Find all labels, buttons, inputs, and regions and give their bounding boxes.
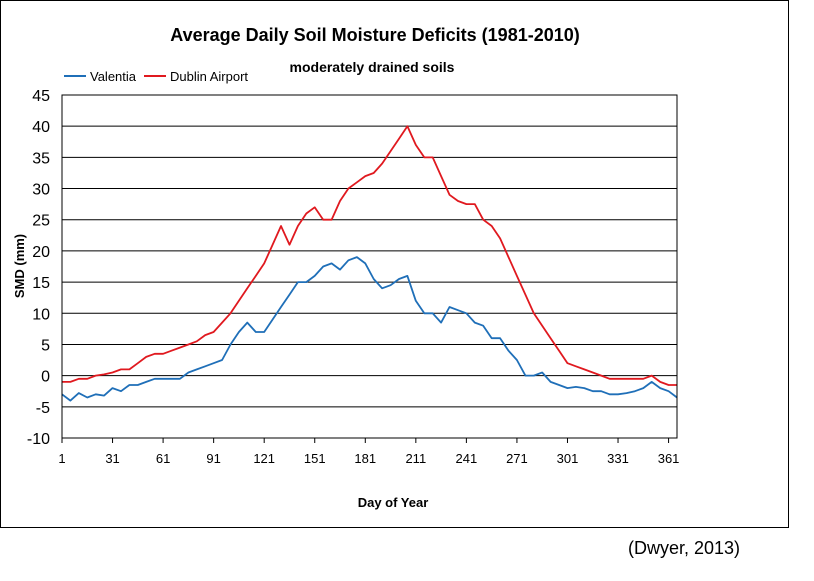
x-tick-label: 301 (557, 451, 579, 466)
legend-label: Dublin Airport (170, 69, 248, 84)
y-tick-label: 10 (32, 306, 50, 323)
x-axis-label: Day of Year (358, 495, 429, 510)
x-tick-label: 121 (253, 451, 275, 466)
series-line-valentia (61, 256, 678, 402)
x-tick-label: 241 (456, 451, 478, 466)
x-tick-label: 211 (405, 451, 426, 466)
series-line-dublin-airport (62, 125, 677, 386)
y-tick-label: 5 (41, 337, 50, 354)
chart-frame (0, 0, 789, 528)
chart-title: Average Daily Soil Moisture Deficits (19… (170, 25, 580, 45)
y-tick-label: -10 (27, 431, 50, 448)
x-tick-label: 181 (354, 451, 376, 466)
y-tick-label: 30 (32, 182, 50, 199)
x-axis-ticks: 1 31 61 91 121 151 181 211 241 271 301 331 361 (58, 438, 679, 466)
x-tick-label: 271 (506, 451, 528, 466)
y-axis-ticks: -10 -5 0 5 10 15 20 25 30 35 40 45 (27, 88, 50, 448)
chart-subtitle: moderately drained soils (290, 59, 455, 75)
x-tick-label: 151 (304, 451, 326, 466)
citation: (Dwyer, 2013) (628, 538, 741, 558)
legend-label: Valentia (90, 69, 137, 84)
y-tick-label: -5 (36, 400, 50, 417)
legend: Valentia Dublin Airport (64, 69, 248, 84)
x-tick-label: 331 (607, 451, 629, 466)
y-tick-label: 45 (32, 88, 50, 105)
y-axis-label: SMD (mm) (12, 234, 27, 298)
y-tick-label: 35 (32, 150, 50, 167)
y-tick-label: 20 (32, 244, 50, 261)
x-tick-label: 361 (658, 451, 680, 466)
series-lines (61, 125, 678, 402)
grid-lines (62, 94, 677, 439)
x-tick-label: 61 (156, 451, 170, 466)
y-tick-label: 15 (32, 275, 50, 292)
y-tick-label: 0 (41, 369, 50, 386)
x-tick-label: 31 (105, 451, 119, 466)
x-tick-label: 91 (206, 451, 220, 466)
plot-area (61, 94, 678, 439)
x-tick-label: 1 (58, 451, 65, 466)
y-tick-label: 25 (32, 213, 50, 230)
y-tick-label: 40 (32, 119, 50, 136)
